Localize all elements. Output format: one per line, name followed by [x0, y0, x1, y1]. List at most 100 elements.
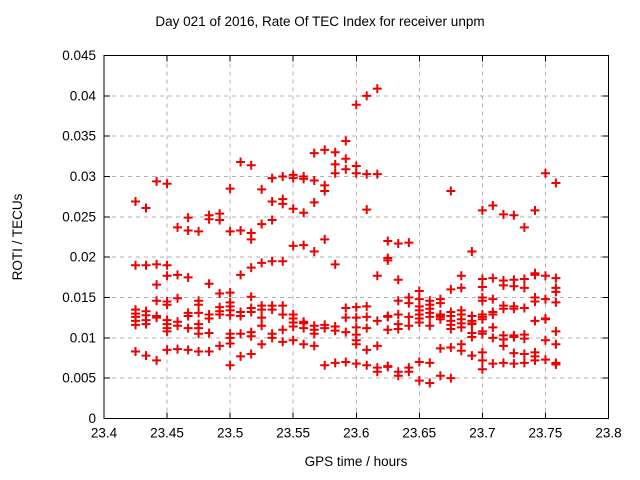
data-point-plus [330, 168, 340, 178]
data-point-plus [477, 282, 487, 292]
data-point-plus [540, 271, 550, 281]
data-point-plus [404, 367, 414, 377]
data-point-plus [488, 333, 498, 343]
data-point-plus [467, 319, 477, 329]
data-point-plus [362, 91, 372, 101]
x-tick-labels: 23.4 23.45 23.5 23.55 23.6 23.65 23.7 23.75 23.8 [91, 426, 622, 441]
data-point-plus [351, 168, 361, 178]
data-point-plus [194, 329, 204, 339]
data-point-plus [435, 371, 445, 381]
data-point-plus [288, 335, 298, 345]
data-point-plus [477, 329, 487, 339]
data-point-plus [383, 312, 393, 322]
data-point-plus [320, 323, 330, 333]
data-point-plus [246, 234, 256, 244]
data-point-plus [383, 325, 393, 335]
data-point-plus [215, 288, 225, 298]
data-point-plus [404, 298, 414, 308]
data-point-plus [425, 312, 435, 322]
data-point-plus [341, 357, 351, 367]
data-point-plus [362, 345, 372, 355]
data-point-plus [183, 226, 193, 236]
data-point-plus [152, 355, 162, 365]
data-point-plus [509, 210, 519, 220]
data-point-plus [467, 332, 477, 342]
data-point-plus [267, 197, 277, 207]
data-point-plus [404, 312, 414, 322]
data-point-plus [540, 168, 550, 178]
data-point-plus [299, 208, 309, 218]
data-point-plus [498, 304, 508, 314]
data-point-plus [162, 271, 172, 281]
data-point-plus [152, 280, 162, 290]
data-point-plus [194, 347, 204, 357]
data-point-plus [351, 359, 361, 369]
x-tick-label: 23.55 [276, 426, 310, 441]
data-point-plus [246, 331, 256, 341]
data-point-plus [204, 279, 214, 289]
x-tick-label: 23.4 [91, 426, 118, 441]
data-point-plus [393, 324, 403, 334]
data-point-plus [498, 358, 508, 368]
data-point-plus [257, 313, 267, 323]
data-point-plus [309, 176, 319, 186]
data-point-plus [488, 322, 498, 332]
y-tick-label: 0.015 [62, 290, 96, 305]
data-point-plus [288, 322, 298, 332]
data-point-plus [225, 184, 235, 194]
data-point-plus [320, 145, 330, 155]
data-point-plus [351, 313, 361, 323]
data-point-plus [540, 355, 550, 365]
data-point-plus [435, 298, 445, 308]
data-point-plus [309, 148, 319, 158]
data-point-plus [330, 147, 340, 157]
y-tick-label: 0.03 [70, 169, 96, 184]
data-point-plus [414, 318, 424, 328]
data-point-plus [141, 319, 151, 329]
data-point-plus [425, 358, 435, 368]
data-point-plus [498, 209, 508, 219]
data-point-plus [278, 301, 288, 311]
data-point-plus [162, 345, 172, 355]
data-point-plus [551, 359, 561, 369]
data-point-plus [551, 287, 561, 297]
data-point-plus [330, 326, 340, 336]
data-point-plus [488, 294, 498, 304]
data-point-plus [215, 309, 225, 319]
data-point-plus [173, 344, 183, 354]
data-point-plus [236, 270, 246, 280]
y-axis-label: ROTI / TECUs [10, 193, 25, 280]
data-point-plus [204, 328, 214, 338]
data-point-plus [446, 186, 456, 196]
data-point-plus [257, 321, 267, 331]
x-tick-label: 23.5 [217, 426, 243, 441]
data-point-plus [267, 256, 277, 266]
data-point-plus [341, 164, 351, 174]
data-point-plus [162, 179, 172, 189]
data-point-plus [351, 100, 361, 110]
data-point-plus [393, 309, 403, 319]
data-point-plus [393, 238, 403, 248]
data-point-plus [372, 341, 382, 351]
data-point-plus [519, 334, 529, 344]
data-point-plus [278, 199, 288, 209]
data-point-plus [498, 280, 508, 290]
data-point-plus [467, 351, 477, 361]
data-point-plus [236, 311, 246, 321]
data-point-plus [404, 321, 414, 331]
data-point-plus [488, 201, 498, 211]
y-tick-label: 0 [88, 411, 96, 426]
data-point-plus [393, 275, 403, 285]
data-point-plus [299, 240, 309, 250]
data-point-plus [509, 359, 519, 369]
data-point-plus [372, 169, 382, 179]
y-tick-label: 0.04 [70, 88, 97, 103]
data-point-plus [309, 329, 319, 339]
data-point-plus [477, 314, 487, 324]
data-point-plus [309, 341, 319, 351]
data-point-plus [383, 255, 393, 265]
data-point-plus [551, 297, 561, 307]
data-point-plus [446, 373, 456, 383]
data-point-plus [320, 186, 330, 196]
data-point-plus [183, 323, 193, 333]
